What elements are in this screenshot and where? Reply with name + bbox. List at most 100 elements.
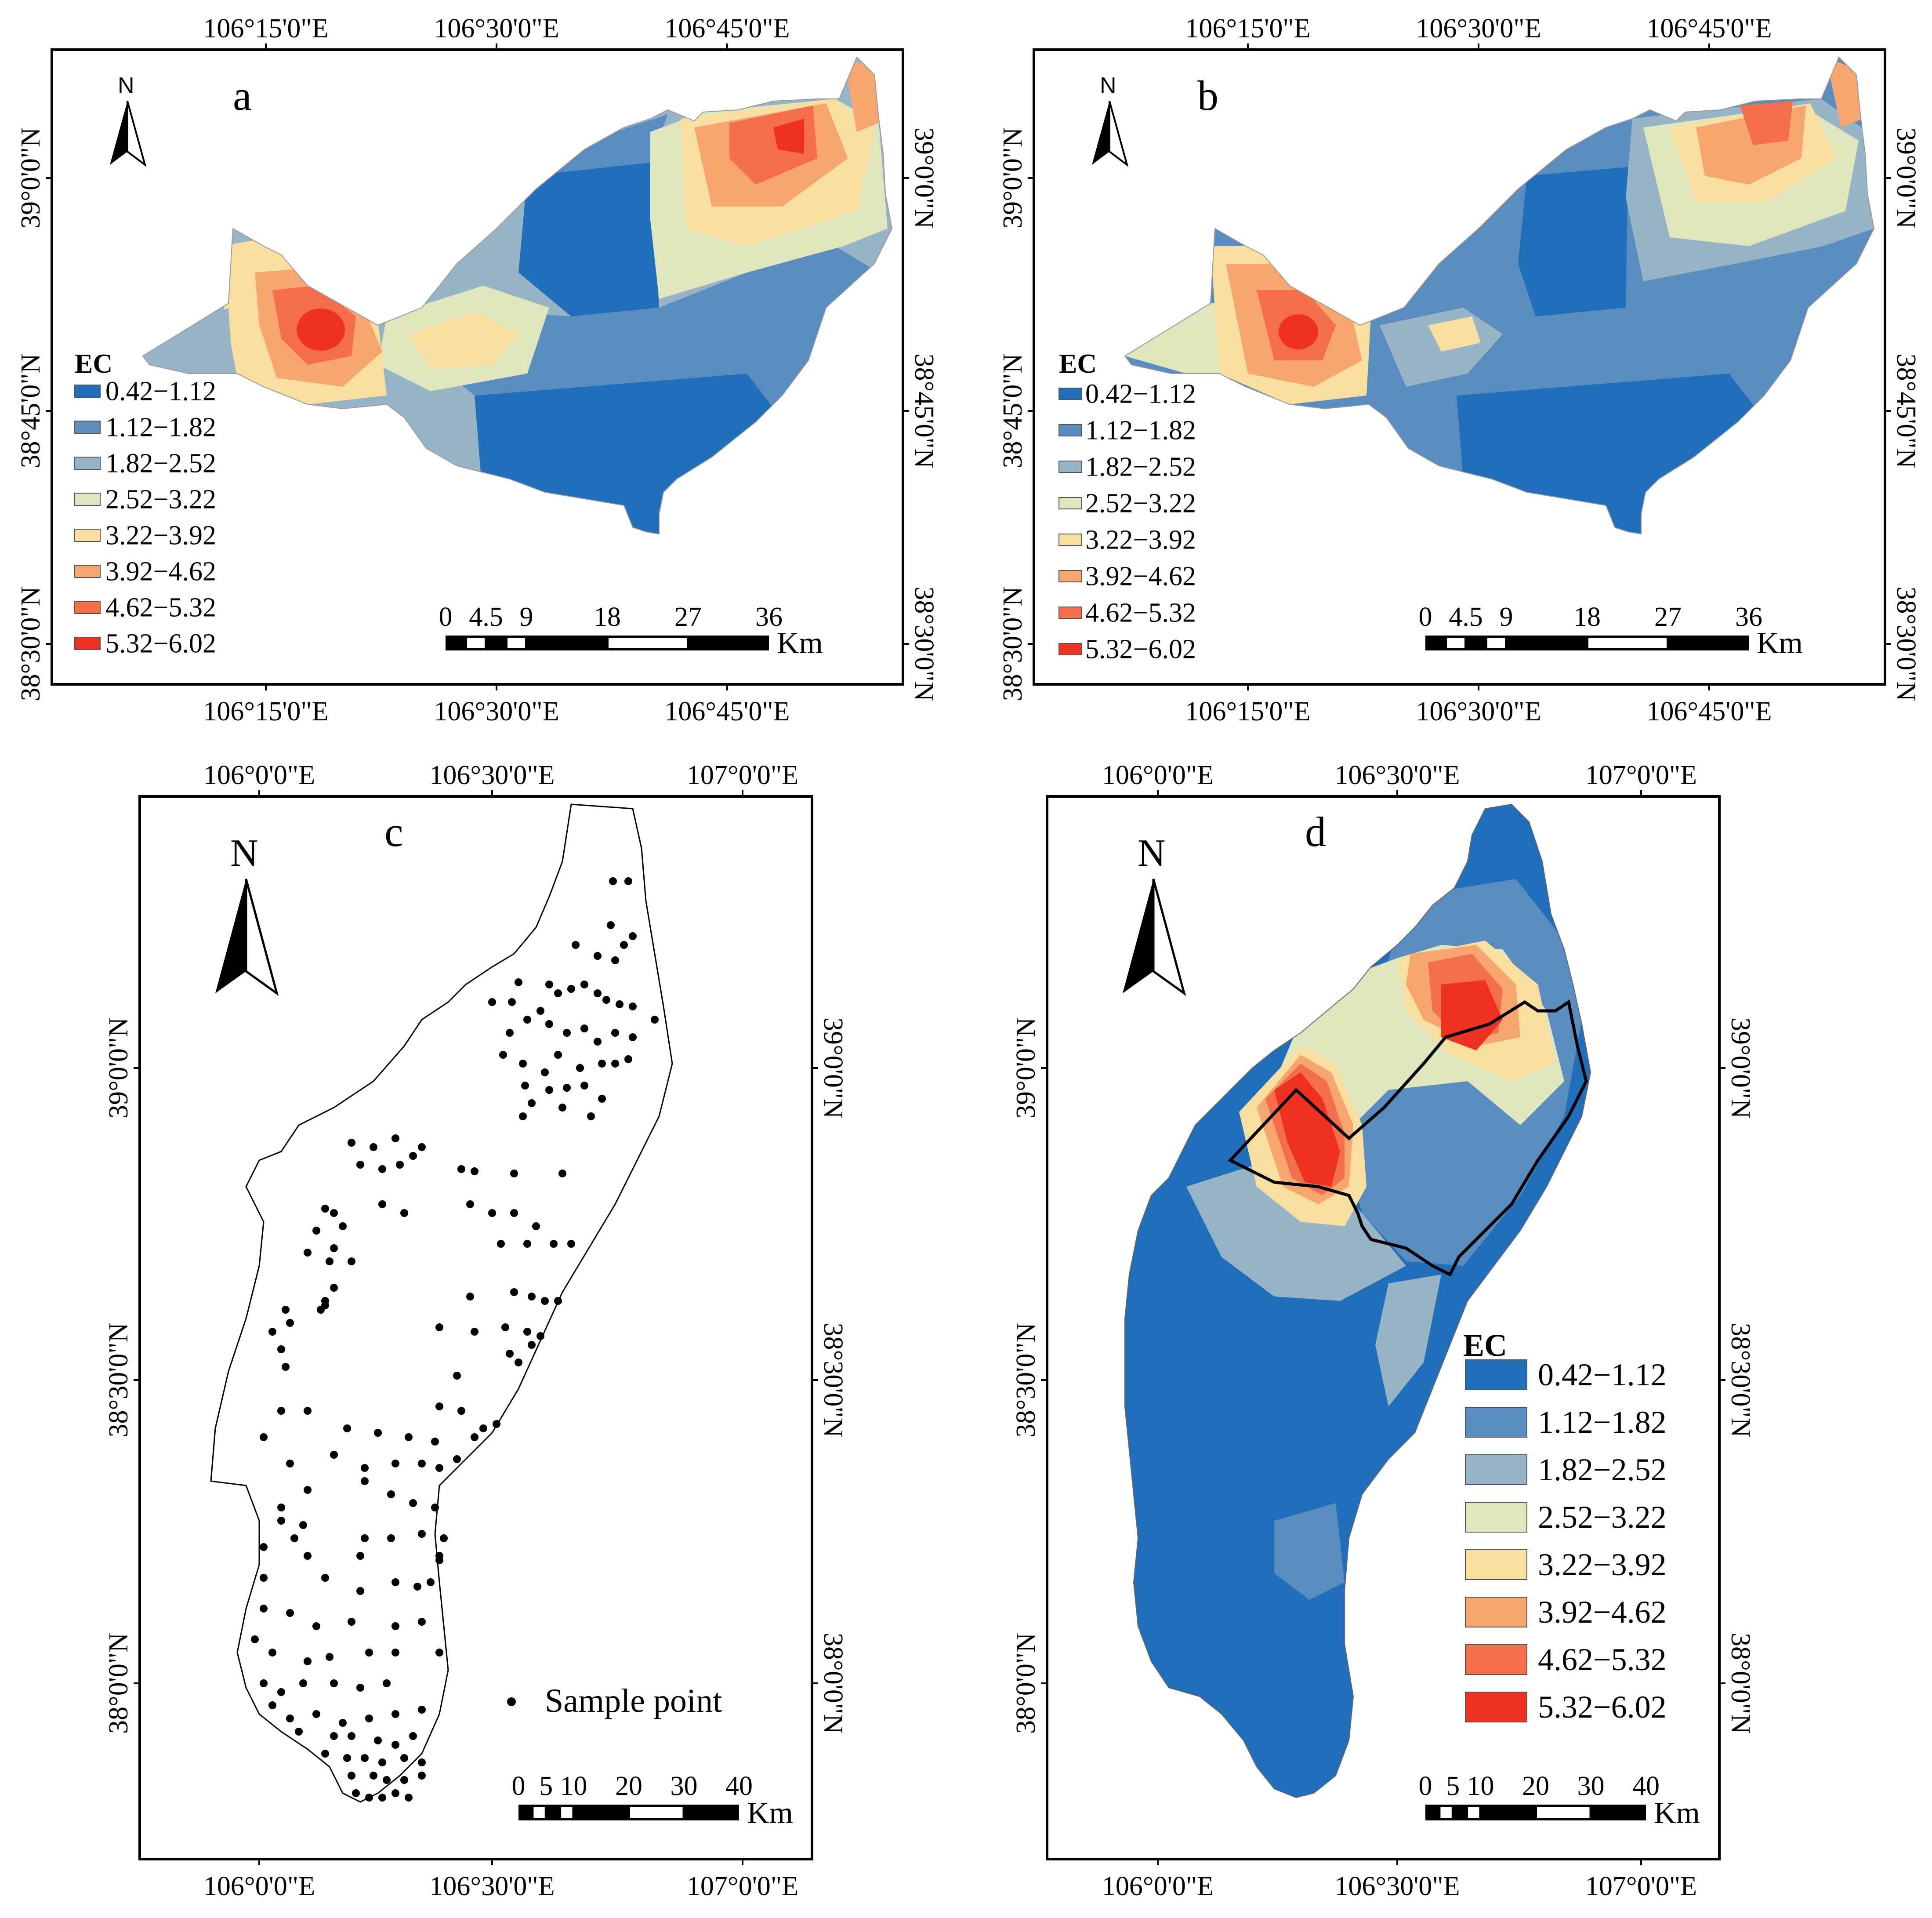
sample-point: [431, 1504, 439, 1511]
sample-point: [567, 985, 575, 993]
sample-point: [435, 1464, 443, 1472]
sample-point: [580, 1024, 588, 1032]
lat-tick-label: 39°0'0"N: [1891, 127, 1921, 229]
sample-point: [440, 1534, 448, 1542]
north-arrow: N: [215, 832, 279, 996]
sample-point: [499, 1051, 507, 1059]
sample-point: [326, 1653, 333, 1661]
sample-point: [400, 1209, 408, 1217]
sample-point: [521, 1082, 529, 1090]
sample-point: [304, 1486, 312, 1494]
sample-point: [295, 1728, 303, 1736]
sample-point: [365, 1715, 373, 1722]
legend-title: EC: [75, 349, 112, 379]
lat-tick-label: 38°0'0"N: [104, 1633, 134, 1734]
sample-point: [277, 1688, 285, 1696]
lon-tick-label: 106°30'0"E: [1334, 1871, 1460, 1901]
sample-point: [409, 1499, 417, 1507]
scale-label: 36: [1735, 602, 1762, 632]
sample-point: [286, 1319, 294, 1327]
sample-point: [435, 1323, 443, 1331]
legend-swatch: [74, 637, 101, 650]
legend-item: 1.82−2.52: [74, 448, 216, 478]
sample-point: [391, 1741, 399, 1749]
lat-tick-label: 38°45'0"N: [909, 353, 939, 468]
sample-point: [453, 1455, 461, 1463]
lon-tick-label: 106°30'0"E: [1416, 14, 1541, 44]
panel-b: b N EC 0.42−1.12 1.12−1.82 1.82−2.52 2.52−3…: [998, 14, 1921, 727]
scale-label: 36: [755, 602, 783, 632]
sample-point: [343, 1424, 351, 1432]
panel-letter: a: [233, 72, 252, 119]
sample-point: [356, 1552, 364, 1560]
lon-tick-label: 106°30'0"E: [1334, 760, 1460, 790]
lat-tick-label: 38°30'0"N: [909, 586, 939, 701]
sample-point: [506, 1029, 514, 1037]
lon-tick-label: 106°15'0"E: [203, 14, 328, 44]
scale-unit: Km: [777, 626, 823, 660]
sample-point: [554, 1297, 562, 1305]
sample-point: [598, 1060, 606, 1068]
north-label: N: [1100, 73, 1116, 98]
sample-point: [580, 981, 588, 988]
sample-point: [391, 1134, 399, 1142]
sample-point: [501, 1323, 509, 1331]
legend-label: 3.22−3.92: [105, 520, 216, 550]
lat-tick-label: 38°30'0"N: [818, 1322, 848, 1437]
sample-point: [374, 1429, 382, 1437]
sample-point: [418, 1758, 426, 1766]
legend-label: 4.62−5.32: [105, 592, 216, 622]
scale-label: 27: [1654, 602, 1682, 632]
legend-label: 5.32−6.02: [105, 628, 216, 658]
lon-tick-label: 106°15'0"E: [203, 697, 328, 727]
panel-letter: d: [1305, 808, 1326, 855]
sample-point: [457, 1407, 465, 1415]
sample-point: [317, 1306, 325, 1314]
legend-label: 0.42−1.12: [1085, 379, 1196, 409]
sample-point: [260, 1433, 268, 1441]
lon-tick-label: 106°30'0"E: [429, 1871, 555, 1901]
sample-point: [383, 1776, 391, 1784]
lon-tick-label: 106°0'0"E: [1102, 760, 1214, 790]
scale-label: 5: [539, 1771, 553, 1801]
sample-point: [497, 1240, 505, 1248]
sample-point: [594, 1038, 602, 1046]
sample-point: [361, 1754, 369, 1762]
sample-point: [326, 1257, 333, 1265]
legend-item: 4.62−5.32: [1058, 598, 1196, 628]
legend-swatch: [74, 385, 101, 398]
scale-label: 0: [439, 602, 453, 632]
scale-unit: Km: [1757, 626, 1803, 660]
north-label: N: [1138, 832, 1166, 875]
sample-point: [611, 956, 619, 964]
legend-item: 3.22−3.92: [1465, 1547, 1667, 1582]
scale-unit: Km: [747, 1796, 793, 1830]
lat-tick-label: 38°0'0"N: [1011, 1633, 1041, 1734]
lat-tick-label: 39°0'0"N: [998, 127, 1028, 229]
legend: EC 0.42−1.12 1.12−1.82 1.82−2.52 2.52−3.22 3…: [1058, 349, 1196, 664]
sample-point: [348, 1772, 355, 1780]
sample-point: [387, 1534, 395, 1542]
sample-point: [260, 1543, 268, 1551]
sample-point: [396, 1161, 404, 1169]
legend-item: 3.22−3.92: [74, 520, 216, 550]
north-arrow: N: [1092, 73, 1129, 167]
legend-swatch: [74, 529, 101, 542]
legend-label: 4.62−5.32: [1085, 598, 1196, 628]
sample-point: [391, 1710, 399, 1718]
legend-label: 0.42−1.12: [1538, 1357, 1667, 1392]
sample-point: [510, 1170, 518, 1177]
sample-point: [629, 1003, 637, 1010]
sample-point: [277, 1517, 285, 1525]
lon-tick-label: 107°0'0"E: [687, 1871, 798, 1901]
sample-point: [523, 1240, 531, 1248]
sample-point: [558, 1170, 566, 1177]
sample-point: [545, 1086, 553, 1094]
sample-point: [290, 1534, 298, 1542]
legend-swatch: [1058, 424, 1082, 436]
sample-point: [312, 1227, 320, 1235]
legend-label: 3.92−4.62: [105, 556, 216, 586]
scale-label: 10: [560, 1771, 587, 1801]
north-label: N: [230, 832, 258, 875]
